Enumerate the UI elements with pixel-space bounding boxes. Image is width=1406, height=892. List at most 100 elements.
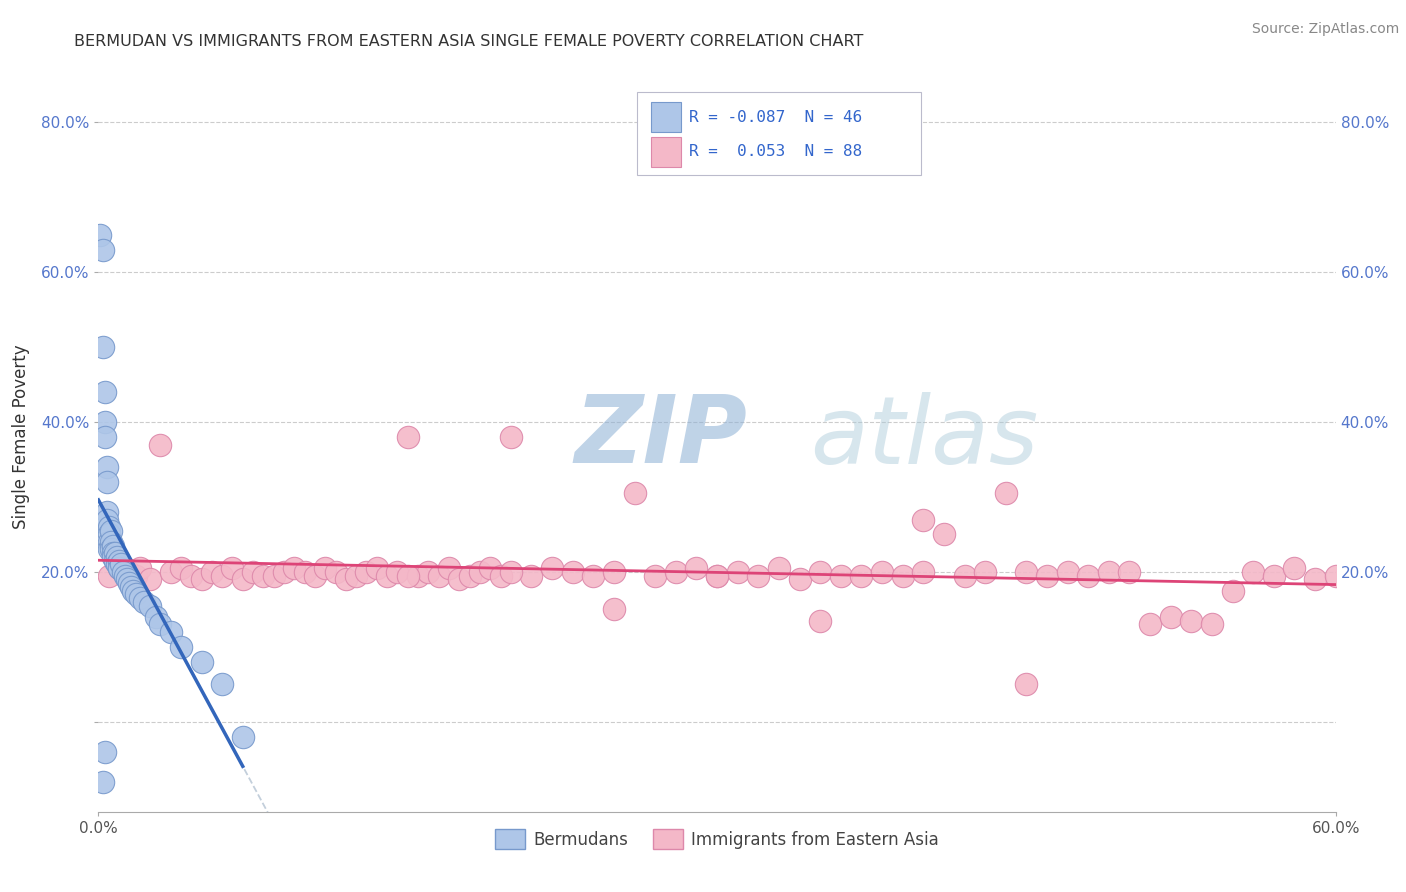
- Point: [180, 568, 202, 582]
- Point: [232, 730, 254, 744]
- Point: [406, 568, 429, 582]
- Point: [108, 554, 131, 568]
- Point: [932, 527, 955, 541]
- Text: R = -0.087  N = 46: R = -0.087 N = 46: [689, 110, 862, 125]
- Point: [149, 617, 172, 632]
- Point: [953, 568, 976, 582]
- Point: [101, 549, 124, 564]
- Point: [851, 568, 873, 582]
- Point: [118, 565, 141, 579]
- Point: [623, 486, 645, 500]
- Point: [1263, 568, 1285, 582]
- Point: [1139, 617, 1161, 632]
- Point: [93, 415, 115, 429]
- Point: [706, 568, 728, 582]
- Point: [104, 554, 127, 568]
- Text: BERMUDAN VS IMMIGRANTS FROM EASTERN ASIA SINGLE FEMALE POVERTY CORRELATION CHART: BERMUDAN VS IMMIGRANTS FROM EASTERN ASIA…: [73, 34, 863, 49]
- Point: [1160, 610, 1182, 624]
- Point: [304, 568, 326, 582]
- Point: [582, 568, 605, 582]
- Point: [541, 561, 564, 575]
- Point: [768, 561, 790, 575]
- Point: [100, 542, 122, 557]
- Point: [128, 591, 150, 606]
- Point: [128, 561, 150, 575]
- Point: [149, 437, 172, 451]
- Point: [808, 614, 831, 628]
- Point: [396, 568, 419, 582]
- Point: [97, 568, 120, 582]
- Point: [93, 385, 115, 400]
- Point: [1118, 565, 1140, 579]
- Point: [104, 546, 127, 560]
- Point: [396, 430, 419, 444]
- Point: [263, 568, 285, 582]
- Point: [994, 486, 1017, 500]
- Point: [190, 573, 212, 587]
- Point: [201, 565, 224, 579]
- Point: [97, 535, 120, 549]
- FancyBboxPatch shape: [651, 136, 681, 167]
- Point: [489, 568, 512, 582]
- Text: R =  0.053  N = 88: R = 0.053 N = 88: [689, 145, 862, 159]
- Point: [101, 539, 124, 553]
- Point: [685, 561, 707, 575]
- Point: [114, 568, 136, 582]
- Point: [375, 568, 398, 582]
- Point: [211, 568, 233, 582]
- Point: [100, 535, 122, 549]
- Point: [520, 568, 543, 582]
- Point: [91, 340, 114, 354]
- Point: [96, 512, 118, 526]
- Point: [93, 745, 115, 759]
- Point: [808, 565, 831, 579]
- Point: [97, 527, 120, 541]
- Point: [974, 565, 997, 579]
- Point: [344, 568, 367, 582]
- Point: [124, 568, 146, 582]
- Point: [427, 568, 450, 582]
- Point: [118, 576, 141, 591]
- Point: [1036, 568, 1059, 582]
- Text: atlas: atlas: [810, 392, 1038, 483]
- Point: [91, 243, 114, 257]
- Point: [93, 430, 115, 444]
- Point: [132, 595, 155, 609]
- Point: [603, 602, 626, 616]
- Point: [747, 568, 769, 582]
- Point: [101, 546, 124, 560]
- Point: [89, 227, 111, 242]
- Text: ZIP: ZIP: [575, 391, 748, 483]
- Point: [561, 565, 583, 579]
- Point: [97, 520, 120, 534]
- Point: [190, 655, 212, 669]
- Point: [170, 640, 193, 654]
- Point: [912, 512, 935, 526]
- Point: [1098, 565, 1121, 579]
- Point: [110, 558, 132, 572]
- Y-axis label: Single Female Poverty: Single Female Poverty: [11, 345, 30, 529]
- Point: [789, 573, 811, 587]
- Point: [706, 568, 728, 582]
- Point: [458, 568, 481, 582]
- Point: [499, 565, 522, 579]
- FancyBboxPatch shape: [651, 103, 681, 132]
- Point: [437, 561, 460, 575]
- Point: [727, 565, 749, 579]
- Point: [499, 430, 522, 444]
- Point: [870, 565, 893, 579]
- Point: [232, 573, 254, 587]
- Point: [912, 565, 935, 579]
- Point: [96, 505, 118, 519]
- Point: [891, 568, 914, 582]
- Point: [105, 558, 128, 572]
- Point: [100, 524, 122, 538]
- FancyBboxPatch shape: [637, 93, 921, 175]
- Point: [120, 580, 142, 594]
- Point: [387, 565, 409, 579]
- Point: [1324, 568, 1347, 582]
- Point: [314, 561, 336, 575]
- Point: [603, 565, 626, 579]
- Point: [366, 561, 388, 575]
- Legend: Bermudans, Immigrants from Eastern Asia: Bermudans, Immigrants from Eastern Asia: [488, 822, 946, 855]
